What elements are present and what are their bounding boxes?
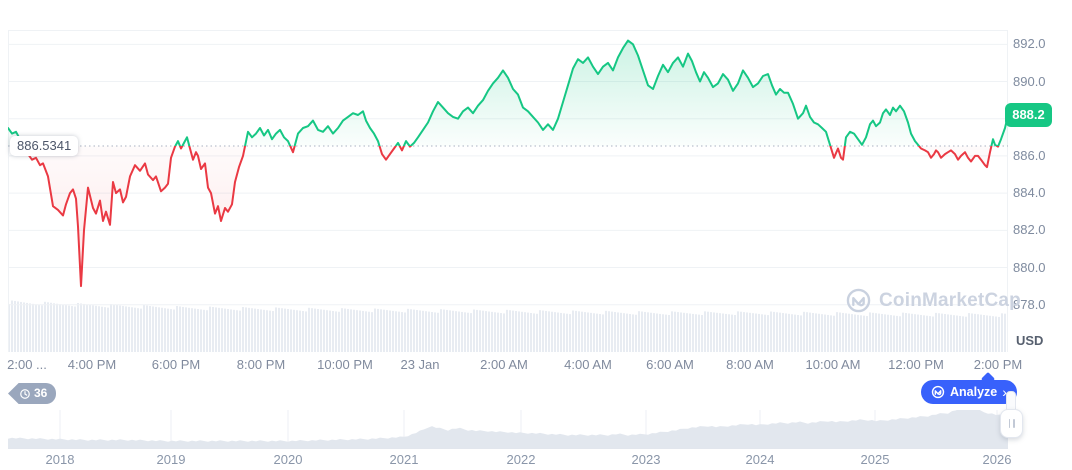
x-tick-label: 4:00 PM (67, 357, 117, 372)
navigator-canvas[interactable] (8, 402, 1008, 448)
range-navigator[interactable] (8, 402, 1008, 449)
coinmarketcap-logo-icon (846, 288, 871, 313)
year-label: 2019 (156, 452, 186, 467)
price-chart[interactable] (8, 30, 1008, 352)
x-tick-label: 2:00 AM (480, 357, 528, 372)
y-tick-label: 884.0 (1013, 185, 1046, 201)
price-chart-canvas[interactable] (8, 30, 1008, 352)
year-label: 2018 (45, 452, 75, 467)
year-label: 2023 (631, 452, 661, 467)
x-tick-label: 6:00 PM (151, 357, 201, 372)
x-tick-label: 2:00 ... (7, 357, 47, 372)
x-tick-label: 10:00 AM (805, 357, 861, 372)
history-clock-icon (20, 388, 30, 399)
year-label: 2021 (389, 452, 419, 467)
coinmarketcap-watermark: CoinMarketCap (845, 287, 1021, 314)
x-tick-label: 12:00 PM (888, 357, 944, 372)
coinmarketcap-logo-icon (931, 385, 945, 399)
x-tick-label: 6:00 AM (646, 357, 694, 372)
x-tick-label: 2:00 PM (973, 357, 1023, 372)
x-tick-label: 23 Jan (400, 357, 440, 372)
history-count-value: 36 (34, 386, 48, 400)
y-tick-label: 882.0 (1013, 222, 1046, 238)
y-tick-label: 892.0 (1013, 36, 1046, 52)
x-tick-label: 8:00 PM (236, 357, 286, 372)
year-label: 2024 (745, 452, 775, 467)
x-tick-label: 4:00 AM (564, 357, 612, 372)
y-tick-label: 878.0 (1013, 296, 1046, 312)
analyze-button-label: Analyze (950, 385, 998, 399)
year-label: 2022 (506, 452, 536, 467)
year-label: 2025 (860, 452, 890, 467)
analyze-button[interactable]: Analyze › (921, 380, 1017, 404)
y-tick-label: 890.0 (1013, 73, 1046, 89)
x-tick-label: 10:00 PM (317, 357, 373, 372)
year-label: 2020 (273, 452, 303, 467)
year-label: 2026 (982, 452, 1012, 467)
y-tick-label: 880.0 (1013, 259, 1046, 275)
watermark-text: CoinMarketCap (879, 289, 1021, 311)
x-tick-label: 8:00 AM (726, 357, 774, 372)
navigator-resize-handle[interactable] (1000, 409, 1023, 438)
history-count-badge[interactable]: 36 (8, 383, 57, 404)
current-price-badge: 888.2 (1005, 103, 1052, 127)
chevron-right-icon: › (1002, 383, 1007, 400)
y-tick-label: 886.0 (1013, 147, 1046, 163)
currency-unit-label: USD (1016, 333, 1044, 348)
baseline-price-label: 886.5341 (10, 136, 79, 156)
